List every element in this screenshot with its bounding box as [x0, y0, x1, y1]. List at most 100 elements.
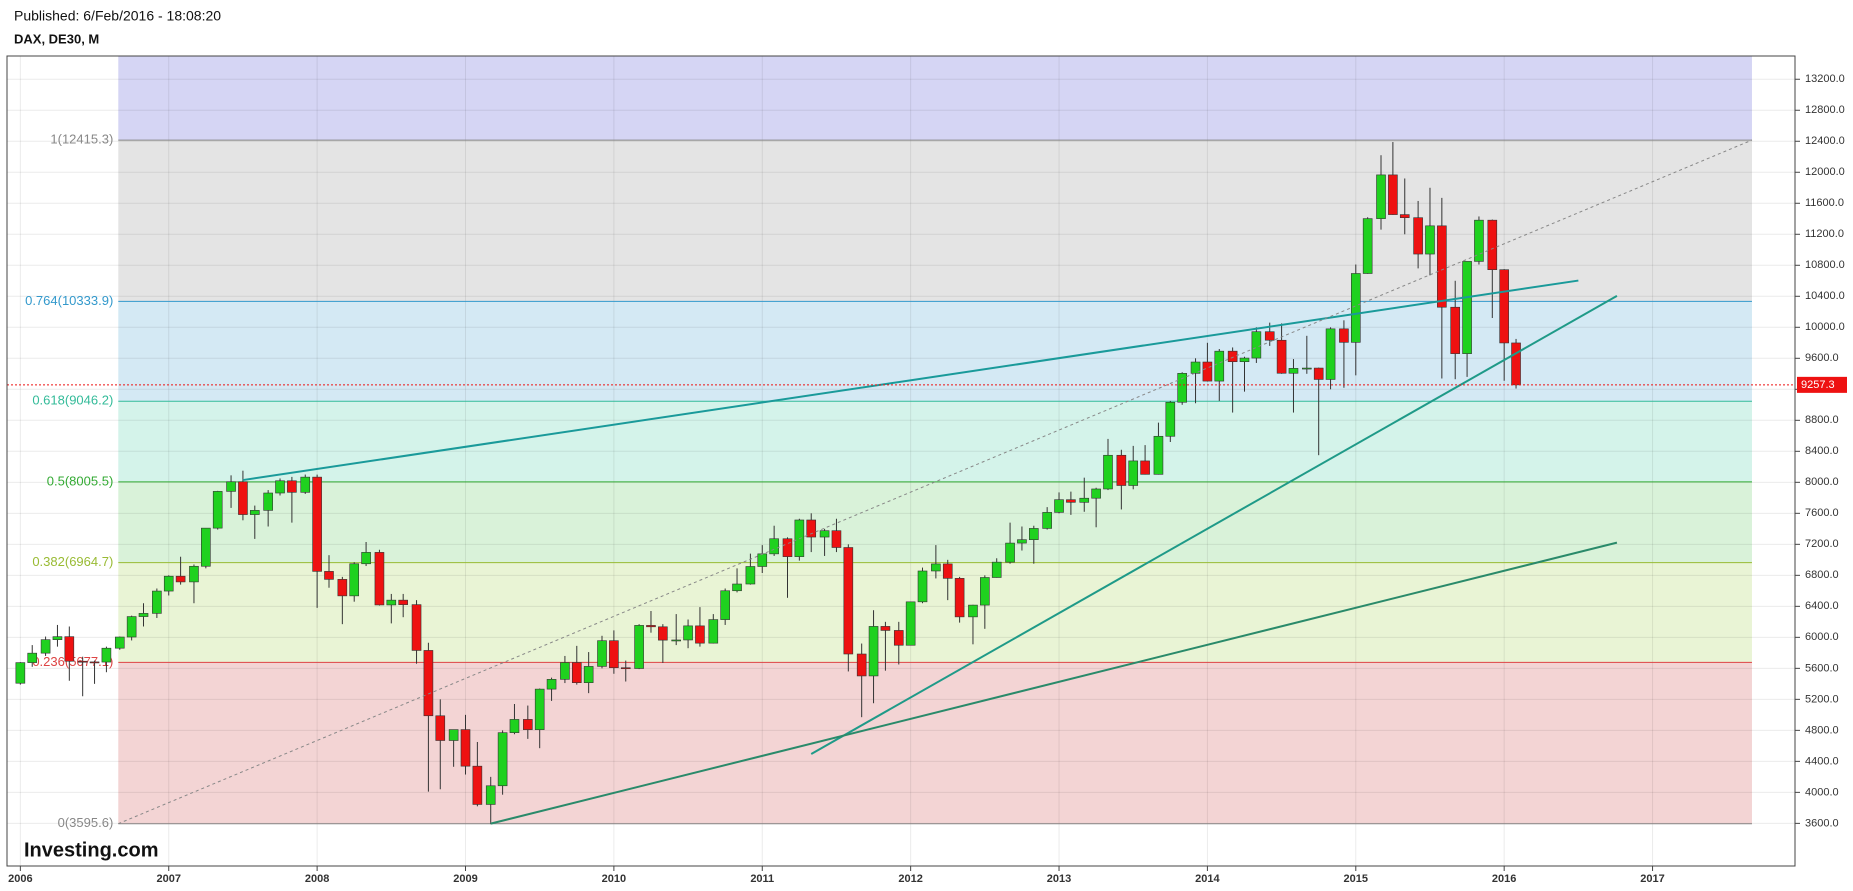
candle-body — [1437, 225, 1447, 308]
x-tick-label: 2009 — [453, 873, 477, 885]
fib-label: 0.382(6964.7) — [32, 554, 113, 569]
candle-body — [782, 538, 793, 557]
candle-body — [1264, 331, 1275, 341]
candle-body — [757, 553, 768, 567]
fib-label: 0.618(9046.2) — [32, 393, 113, 408]
candle-body — [1399, 214, 1410, 218]
candle-body — [398, 599, 408, 605]
last-price-label: 9257.3 — [1801, 379, 1835, 391]
candle-body — [189, 565, 199, 583]
candle-body — [226, 481, 236, 492]
fib-label: 0(3595.6) — [58, 815, 114, 830]
candle-body — [312, 476, 322, 572]
candle-body — [15, 662, 26, 684]
candle-body — [583, 666, 594, 683]
candle-body — [991, 561, 1002, 578]
fib-label: 1(12415.3) — [50, 132, 113, 147]
fib-label: 0.5(8005.5) — [47, 473, 114, 488]
candle-body — [1165, 401, 1176, 437]
candle-body — [1140, 460, 1150, 475]
y-tick-label: 10800.0 — [1805, 259, 1845, 271]
candle-body — [745, 566, 756, 585]
candle-body — [361, 552, 371, 565]
candle-body — [386, 599, 397, 606]
candle-body — [571, 662, 582, 683]
candle-body — [497, 732, 508, 787]
candle-body — [1339, 328, 1349, 343]
candle-body — [546, 679, 557, 690]
y-tick-label: 11600.0 — [1805, 197, 1844, 209]
candle-body — [1425, 225, 1435, 255]
candle-body — [77, 660, 88, 663]
candle-body — [732, 583, 742, 592]
candle-body — [472, 765, 483, 805]
x-tick-label: 2008 — [305, 873, 329, 885]
candle-body — [175, 575, 186, 583]
candle-body — [27, 652, 38, 663]
y-tick-label: 8000.0 — [1805, 476, 1839, 488]
trend-line — [810, 295, 1618, 755]
candle-body — [52, 636, 63, 640]
candle-body — [1288, 368, 1299, 374]
candle-body — [460, 729, 471, 767]
fib-band — [118, 56, 1752, 141]
symbol: DAX, DE30, M — [14, 31, 99, 46]
candle-body — [609, 640, 619, 669]
candle-body — [1313, 367, 1324, 380]
candle-body — [1302, 367, 1312, 370]
candle-body — [931, 563, 941, 572]
y-tick-label: 10400.0 — [1805, 290, 1845, 302]
y-tick-label: 4400.0 — [1805, 755, 1839, 767]
candle-body — [423, 650, 434, 717]
candle-body — [843, 547, 854, 655]
candle-body — [114, 636, 125, 649]
candle-body — [905, 601, 916, 646]
candle-body — [942, 563, 953, 579]
x-tick-label: 2007 — [156, 873, 180, 885]
candle-body — [1042, 512, 1052, 529]
fib-band — [118, 662, 1752, 824]
candle-body — [40, 639, 51, 654]
candle-body — [856, 653, 867, 677]
trend-line — [490, 541, 1618, 825]
candle-body — [1103, 454, 1113, 490]
candle-body — [683, 625, 693, 641]
candle-body — [1276, 339, 1287, 374]
candle-body — [806, 519, 817, 538]
plot-frame — [6, 55, 1796, 867]
candle-body — [1487, 219, 1498, 271]
candle-body — [1350, 273, 1361, 343]
x-tick-label: 2017 — [1640, 873, 1664, 885]
candle-body — [1251, 331, 1262, 359]
candle-body — [1474, 219, 1484, 262]
x-tick-label: 2016 — [1492, 873, 1516, 885]
y-tick-label: 4800.0 — [1805, 724, 1839, 736]
candle-body — [435, 715, 446, 741]
y-tick-label: 8800.0 — [1805, 414, 1839, 426]
fib-label: 0.764(10333.9) — [25, 293, 113, 308]
candle-body — [1128, 460, 1139, 486]
candle-body — [1499, 269, 1509, 344]
candle-body — [1091, 488, 1101, 499]
candle-body — [893, 630, 904, 646]
candle-body — [720, 590, 730, 620]
fib-band — [118, 562, 1752, 663]
x-tick-label: 2013 — [1047, 873, 1071, 885]
y-tick-label: 9600.0 — [1805, 352, 1839, 364]
candle-body — [646, 625, 656, 628]
candle-body — [968, 604, 978, 618]
candle-body — [708, 619, 719, 644]
candle-body — [1054, 499, 1064, 513]
watermark: Investing.com — [24, 839, 158, 861]
candle-body — [300, 476, 311, 493]
candle-body — [1202, 361, 1213, 382]
candle-body — [1413, 217, 1423, 255]
candle-body — [917, 570, 928, 603]
candle-body — [152, 590, 162, 614]
y-tick-label: 11200.0 — [1805, 228, 1844, 240]
x-tick-label: 2010 — [602, 873, 626, 885]
y-tick-label: 4000.0 — [1805, 786, 1839, 798]
candle-body — [534, 688, 545, 730]
